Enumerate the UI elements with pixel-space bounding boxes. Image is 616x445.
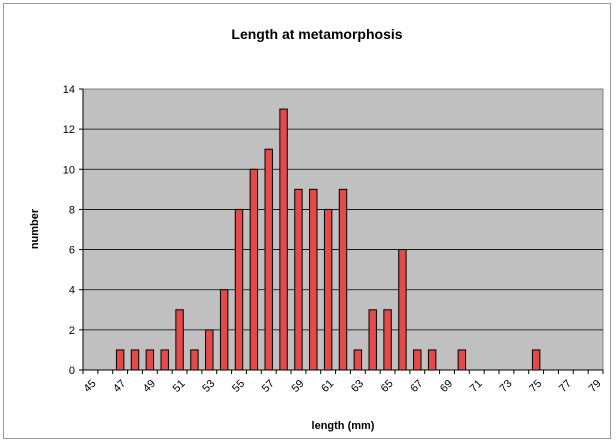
bar-58 — [279, 108, 288, 371]
bar-56 — [249, 168, 259, 371]
x-axis-label: length (mm) — [312, 420, 375, 432]
bar-68 — [427, 349, 437, 371]
bars — [115, 108, 541, 371]
x-tick-label: 69 — [438, 378, 455, 395]
bar-63 — [353, 349, 363, 371]
x-tick-label: 63 — [349, 378, 366, 395]
x-tick-label: 53 — [200, 378, 217, 395]
chart-title: Length at metamorphosis — [231, 26, 402, 42]
x-tick-labels: 45 47 49 51 53 55 57 59 61 63 65 67 69 71 73 75 77 79 — [81, 370, 604, 395]
bar-49 — [145, 349, 155, 371]
y-tick-labels: 0 2 4 6 8 10 12 14 — [63, 84, 83, 377]
bar-57 — [264, 148, 273, 371]
histogram-chart: Length at metamorphosis 0 2 4 6 8 10 12 14 45 47… — [29, 26, 604, 432]
bar-66 — [398, 249, 407, 371]
bar-67 — [413, 349, 422, 371]
x-tick-label: 77 — [557, 378, 574, 395]
x-tick-label: 49 — [141, 378, 158, 395]
x-tick-label: 55 — [230, 378, 247, 395]
x-tick-label: 61 — [319, 378, 336, 395]
bar-65 — [383, 309, 392, 371]
y-tick-label: 4 — [69, 285, 75, 297]
y-tick-label: 14 — [63, 84, 75, 96]
y-tick-label: 2 — [69, 325, 75, 337]
x-tick-label: 67 — [408, 378, 425, 395]
y-tick-label: 0 — [69, 365, 75, 377]
bar-51 — [175, 309, 184, 371]
bar-64 — [368, 309, 377, 371]
chart-frame: Length at metamorphosis 0 2 4 6 8 10 12 14 45 47… — [3, 3, 611, 439]
bar-55 — [234, 208, 244, 371]
bar-47 — [115, 349, 125, 371]
y-tick-label: 10 — [63, 164, 75, 176]
bar-54 — [219, 289, 229, 371]
bar-59 — [294, 188, 303, 371]
y-tick-label: 12 — [63, 124, 75, 136]
x-tick-label: 57 — [260, 378, 277, 395]
x-tick-label: 75 — [527, 378, 544, 395]
x-tick-label: 59 — [289, 378, 306, 395]
bar-60 — [309, 188, 318, 371]
y-tick-label: 6 — [69, 245, 75, 257]
x-tick-label: 73 — [497, 378, 514, 395]
x-tick-label: 79 — [587, 378, 604, 395]
x-tick-label: 47 — [111, 378, 128, 395]
x-tick-label: 65 — [379, 378, 396, 395]
bar-61 — [323, 208, 333, 371]
x-tick-label: 45 — [81, 378, 98, 395]
bar-50 — [160, 349, 169, 371]
bar-53 — [205, 329, 214, 371]
bar-70 — [457, 349, 467, 371]
bar-48 — [130, 349, 140, 371]
y-tick-label: 8 — [69, 204, 75, 216]
bar-62 — [338, 188, 348, 371]
bar-75 — [531, 349, 541, 371]
x-tick-label: 51 — [171, 378, 188, 395]
bar-52 — [190, 349, 199, 371]
y-axis-label: number — [29, 208, 41, 249]
x-tick-label: 71 — [468, 378, 485, 395]
